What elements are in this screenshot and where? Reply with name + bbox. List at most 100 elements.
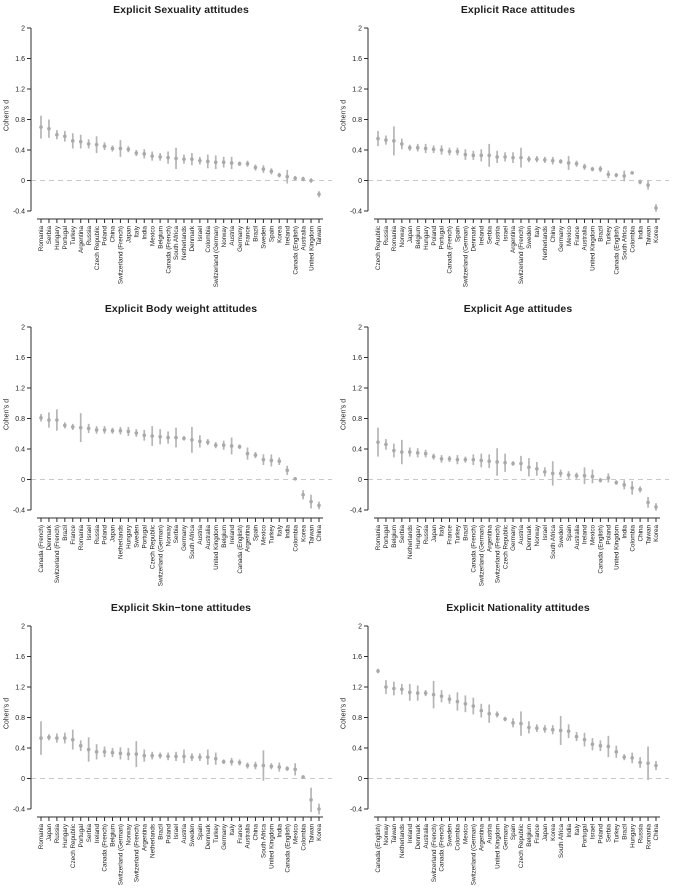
data-point <box>78 743 83 748</box>
x-tick-label: Korea <box>276 226 283 243</box>
data-point <box>78 425 83 430</box>
x-tick-label: Russia <box>383 226 390 246</box>
data-point <box>630 171 634 175</box>
data-point <box>309 798 313 802</box>
data-point <box>543 158 547 162</box>
y-tick-label: 1.6 <box>15 56 25 63</box>
x-tick-label: France <box>245 226 252 246</box>
data-point <box>503 717 507 721</box>
x-tick-label: Belgium <box>391 525 398 548</box>
x-tick-label: Argentina <box>141 824 148 851</box>
x-tick-label: Spain <box>253 525 260 542</box>
data-point <box>110 428 115 433</box>
x-tick-label: Hungary <box>423 225 430 250</box>
data-point <box>495 712 499 717</box>
x-tick-label: India <box>276 824 283 838</box>
data-point <box>237 760 242 765</box>
data-point <box>158 155 162 159</box>
data-point <box>237 161 242 166</box>
x-tick-label: Turkey <box>269 524 276 544</box>
data-point <box>535 467 539 471</box>
data-point <box>126 752 131 756</box>
x-tick-label: Argentina <box>478 824 485 851</box>
data-point <box>566 729 571 734</box>
x-tick-label: Czech Republic <box>94 226 101 270</box>
x-tick-label: Australia <box>300 226 307 251</box>
x-tick-label: Romania <box>38 226 45 252</box>
x-tick-label: Ireland <box>229 525 236 545</box>
x-tick-label: Canada (English) <box>598 525 605 574</box>
point-range-chart: 2 1.6 1.2 0.8 0.4 0 -0.4 Canada (French) Denmark… <box>13 324 332 586</box>
x-tick-label: Denmark <box>471 225 478 251</box>
x-tick-label: Austria <box>518 525 525 545</box>
x-tick-label: United Kingdom <box>590 226 597 271</box>
x-tick-label: China <box>653 824 660 841</box>
x-tick-label: Colombia <box>205 226 212 253</box>
x-tick-label: Japan <box>431 525 438 543</box>
x-tick-label: Netherlands <box>542 226 549 260</box>
x-tick-label: Brazil <box>157 824 164 840</box>
y-tick-label: 1.2 <box>352 86 362 93</box>
data-point <box>221 160 226 164</box>
data-point <box>527 157 531 161</box>
data-point <box>110 750 115 755</box>
x-tick-label: Turkey <box>606 225 613 245</box>
x-tick-label: Ireland <box>407 824 414 844</box>
data-point <box>253 453 258 457</box>
data-point <box>94 750 99 754</box>
x-tick-label: Switzerland (German) <box>478 525 485 586</box>
x-tick-label: Poland <box>606 525 613 545</box>
y-tick-label: 1.2 <box>15 385 25 392</box>
data-point <box>102 428 107 432</box>
x-tick-label: France <box>534 824 541 844</box>
data-point <box>261 763 266 768</box>
y-tick-label: 2 <box>21 324 25 331</box>
data-point <box>317 192 321 197</box>
x-tick-label: Canada (French) <box>439 824 446 872</box>
x-tick-label: Sweden <box>558 525 565 548</box>
x-tick-label: Japan <box>46 824 53 842</box>
x-tick-label: Canada (English) <box>292 226 299 275</box>
x-tick-label: Taiwan <box>316 226 323 246</box>
x-tick-label: Taiwan <box>645 226 652 246</box>
point-range-chart: 2 1.6 1.2 0.8 0.4 0 -0.4 Romania Japan Russia Hung… <box>13 623 332 885</box>
data-point <box>55 736 59 740</box>
data-point <box>253 165 258 170</box>
data-point <box>519 721 523 726</box>
x-tick-label: Colombia <box>629 226 636 253</box>
x-tick-label: Poland <box>165 824 172 844</box>
chart-panel-sexuality: Explicit Sexuality attitudes Cohen's d 2… <box>0 0 337 298</box>
data-point <box>293 476 297 481</box>
x-tick-label: Japan <box>110 525 117 543</box>
data-point <box>39 125 43 129</box>
x-tick-label: Canada (French) <box>102 824 109 872</box>
x-tick-label: Spain <box>566 525 573 542</box>
x-tick-label: Australia <box>205 525 212 550</box>
data-point <box>431 692 436 697</box>
x-tick-label: Serbia <box>173 525 180 544</box>
data-point <box>622 483 627 487</box>
x-tick-label: Hungary <box>126 524 133 549</box>
x-tick-label: Japan <box>407 226 414 244</box>
x-tick-label: India <box>284 525 291 539</box>
data-point <box>110 146 115 151</box>
x-tick-label: Czech Republic <box>502 525 509 569</box>
data-point <box>63 134 67 139</box>
x-tick-label: Serbia <box>86 824 93 843</box>
x-tick-label: Russia <box>423 525 430 545</box>
x-tick-label: South Africa <box>558 824 565 858</box>
x-tick-label: Serbia <box>606 824 613 843</box>
data-point <box>527 465 531 470</box>
data-point <box>447 149 452 154</box>
data-point <box>582 737 587 742</box>
x-tick-label: Colombia <box>629 525 636 552</box>
x-tick-label: Korea <box>316 824 323 841</box>
data-point <box>47 418 51 422</box>
y-tick-label: 1.6 <box>15 654 25 661</box>
y-tick-label: 0.4 <box>15 446 25 453</box>
x-tick-label: Spain <box>197 824 204 841</box>
x-tick-label: India <box>621 525 628 539</box>
y-tick-label: 2 <box>358 324 362 331</box>
